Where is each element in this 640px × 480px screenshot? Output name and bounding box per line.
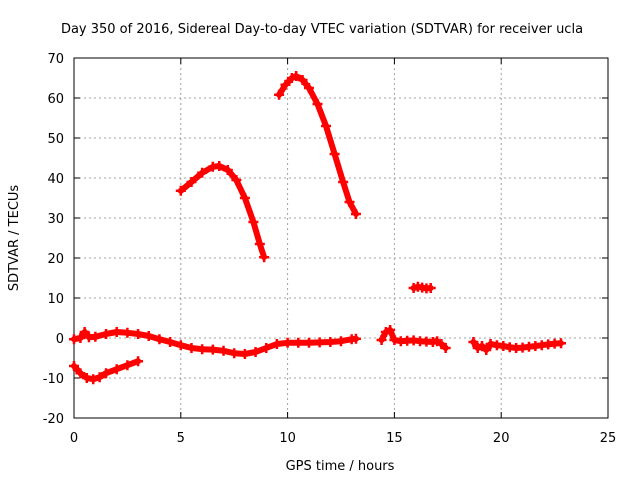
- data-point: [303, 337, 314, 348]
- data-point: [79, 327, 90, 337]
- data-point: [218, 345, 229, 356]
- data-point: [143, 331, 154, 341]
- data-point: [293, 337, 304, 348]
- data-point: [175, 185, 186, 196]
- data-point: [321, 121, 332, 131]
- data-point: [186, 343, 197, 353]
- y-tick-label: -20: [43, 412, 64, 427]
- data-point: [303, 83, 314, 93]
- data-point: [481, 345, 492, 355]
- y-tick-label: 70: [47, 52, 64, 67]
- data-point: [248, 217, 259, 227]
- series-arc-low-start: [69, 356, 144, 385]
- data-point: [274, 89, 285, 100]
- data-point: [344, 197, 355, 207]
- data-point: [231, 175, 242, 185]
- data-point: [291, 71, 302, 81]
- data-point: [229, 348, 240, 359]
- data-point: [165, 337, 176, 347]
- y-tick-label: 60: [47, 92, 64, 107]
- data-point: [101, 329, 112, 339]
- data-point: [254, 239, 265, 249]
- data-point: [250, 347, 261, 357]
- data-point: [425, 283, 436, 293]
- y-tick-label: 30: [47, 212, 64, 227]
- y-tick-label: 10: [47, 292, 64, 307]
- x-tick-label: 20: [493, 431, 510, 446]
- series-arc-peak-43: [175, 161, 270, 263]
- data-point: [282, 337, 293, 348]
- data-point: [385, 325, 396, 335]
- series-arc-baseline-1: [69, 327, 361, 359]
- data-point: [376, 335, 387, 345]
- x-axis-label: GPS time / hours: [286, 459, 395, 474]
- series-trail: [276, 73, 359, 217]
- y-tick-label: 50: [47, 132, 64, 147]
- data-point: [111, 364, 122, 375]
- data-point: [259, 252, 270, 263]
- data-point: [111, 327, 122, 337]
- y-tick-label: 20: [47, 252, 64, 267]
- data-point: [325, 337, 336, 347]
- series-arc-baseline-3: [468, 337, 567, 355]
- data-point: [186, 177, 197, 187]
- data-point: [329, 149, 340, 159]
- data-point: [222, 165, 233, 175]
- data-point: [556, 338, 567, 349]
- data-point: [314, 337, 325, 348]
- series-arc-peak-65: [274, 71, 361, 219]
- data-point: [350, 209, 361, 219]
- data-point: [261, 343, 272, 353]
- data-point: [239, 349, 250, 359]
- x-tick-label: 0: [70, 431, 78, 446]
- data-point: [94, 372, 105, 383]
- data-point: [207, 344, 218, 355]
- plot-frame: [73, 57, 609, 419]
- x-tick-label: 15: [386, 431, 403, 446]
- data-point: [133, 329, 144, 339]
- data-point: [336, 336, 346, 347]
- data-point: [197, 167, 208, 178]
- data-point: [69, 361, 79, 371]
- y-tick-label: 0: [56, 332, 64, 347]
- data-point: [338, 177, 349, 187]
- series-trail: [177, 163, 268, 261]
- data-point: [312, 99, 323, 109]
- grid-lines: [74, 58, 608, 418]
- data-point: [271, 339, 282, 349]
- data-point: [90, 331, 101, 342]
- chart-title: Day 350 of 2016, Sidereal Day-to-day VTE…: [61, 22, 583, 37]
- series-arc-baseline-2: [376, 325, 451, 353]
- y-tick-label: -10: [43, 372, 64, 387]
- data-point: [440, 343, 451, 353]
- data-point: [239, 193, 250, 203]
- data-point: [75, 333, 86, 343]
- axis-ticks: 0 5 10 15 20 25 -20 -10 0 10 20 30 40 50 60 70: [43, 52, 617, 446]
- data-point: [175, 340, 186, 351]
- x-tick-label: 25: [600, 431, 617, 446]
- data-point: [280, 79, 291, 90]
- data-point: [101, 368, 112, 379]
- y-tick-label: 40: [47, 172, 64, 187]
- data-point: [214, 161, 225, 171]
- data-point: [468, 337, 479, 347]
- data-point: [75, 368, 86, 379]
- series-arc-short-12: [408, 281, 436, 294]
- data-point: [197, 344, 208, 355]
- data-point: [154, 334, 165, 345]
- data-marks: [69, 71, 567, 385]
- data-point: [122, 327, 133, 338]
- data-point: [350, 333, 361, 344]
- data-point: [133, 356, 144, 367]
- data-point: [122, 360, 133, 371]
- y-axis-label: SDTVAR / TECUs: [7, 185, 22, 292]
- data-point: [88, 374, 99, 385]
- x-tick-label: 5: [177, 431, 185, 446]
- data-point: [297, 75, 308, 85]
- x-tick-label: 10: [279, 431, 296, 446]
